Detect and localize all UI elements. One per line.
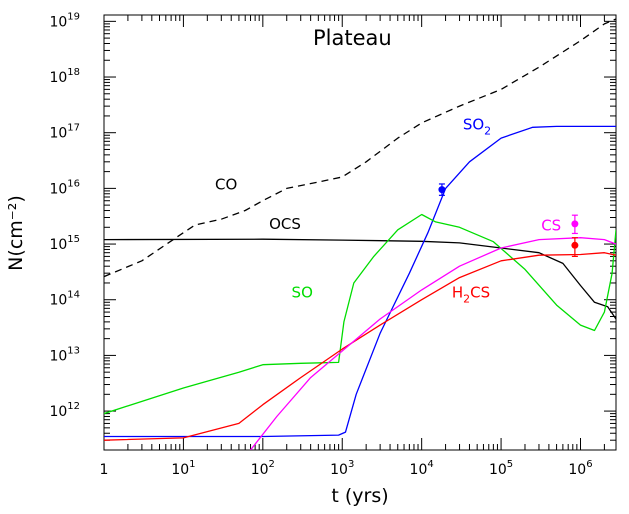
x-tick-label: 101 xyxy=(171,459,195,478)
observation-point xyxy=(571,241,579,249)
chart-title: Plateau xyxy=(313,26,392,50)
observation-so2 xyxy=(438,183,446,196)
y-tick-labels: 1012 1013 1014 1015 1016 1017 1018 1019 xyxy=(49,11,80,420)
x-tick-label: 105 xyxy=(489,459,513,478)
tick-marks xyxy=(103,15,616,451)
observation-point xyxy=(571,220,579,228)
y-tick-label: 1013 xyxy=(49,345,80,364)
y-axis-label: N(cm⁻²) xyxy=(5,195,27,271)
y-tick-label: 1014 xyxy=(49,290,80,309)
observation-point xyxy=(438,186,446,194)
x-tick-label: 106 xyxy=(568,459,592,478)
series-ocs-label: OCS xyxy=(269,215,301,233)
y-tick-label: 1019 xyxy=(49,11,80,30)
series-so2-label: SO2 xyxy=(463,115,491,137)
observation-h2cs xyxy=(571,237,579,258)
x-tick-labels: 1 101 102 103 104 105 106 xyxy=(100,459,593,478)
y-tick-label: 1018 xyxy=(49,67,80,86)
x-tick-label: 104 xyxy=(410,459,434,478)
observations xyxy=(438,183,579,258)
series-cs-label: CS xyxy=(541,217,561,235)
x-tick-label: 103 xyxy=(330,459,354,478)
y-tick-label: 1017 xyxy=(49,123,80,142)
y-tick-label: 1012 xyxy=(49,401,80,420)
series-h2cs-label: H2CS xyxy=(452,283,490,305)
series-ocs-line xyxy=(104,238,616,320)
series-h2cs-line xyxy=(104,252,616,441)
x-tick-label: 1 xyxy=(100,462,109,478)
x-tick-label: 102 xyxy=(251,459,275,478)
y-tick-label: 1016 xyxy=(49,178,80,197)
series-co-label: CO xyxy=(215,176,237,194)
series-co-line xyxy=(104,18,616,278)
observation-cs xyxy=(571,214,579,235)
series-lines xyxy=(104,18,616,450)
series-so-line xyxy=(104,213,616,415)
series-labels: CO OCS SO2 SO H2CS CS xyxy=(215,115,561,305)
series-cs-line xyxy=(249,237,616,450)
x-axis-label: t (yrs) xyxy=(331,485,388,507)
y-tick-label: 1015 xyxy=(49,234,80,253)
series-so-label: SO xyxy=(292,283,313,301)
series-so2-line xyxy=(104,125,616,438)
